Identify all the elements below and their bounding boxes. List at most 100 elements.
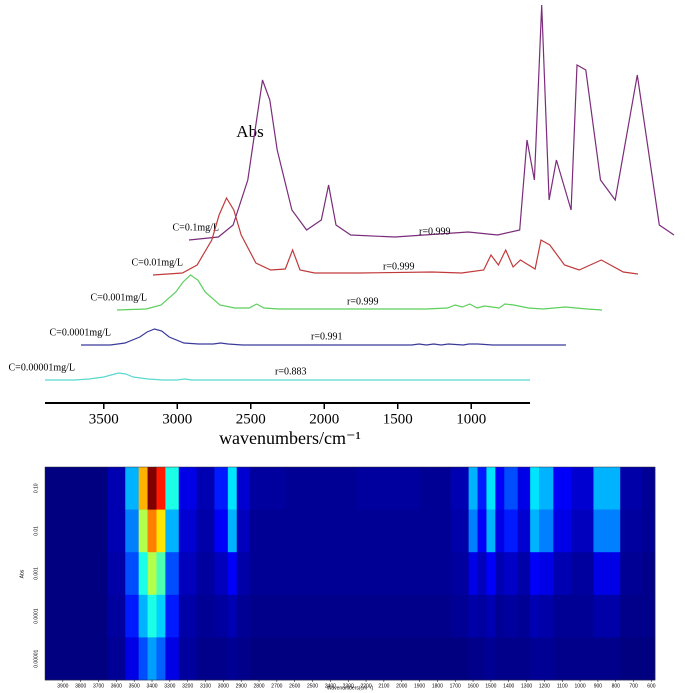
heatmap-cell xyxy=(530,509,540,553)
heatmap-cell xyxy=(80,467,108,510)
heatmap-cell xyxy=(571,552,594,596)
x-tick-label: 3000 xyxy=(218,683,229,689)
spectrum-line xyxy=(188,4,675,241)
heatmap-cell xyxy=(45,552,81,596)
heatmap-cell xyxy=(227,637,238,681)
heatmap-cell xyxy=(620,467,643,510)
heatmap-cell xyxy=(125,637,139,681)
heatmap-cell xyxy=(156,552,166,596)
heatmap-cell xyxy=(553,509,572,553)
heatmap-cell xyxy=(80,594,108,638)
heatmap-cell xyxy=(156,637,166,681)
heatmap-cell xyxy=(45,637,81,681)
heatmap-cell xyxy=(477,552,487,596)
heatmap-cell xyxy=(285,509,358,553)
heatmap-cell xyxy=(517,637,531,681)
r-annotation: r=0.999 xyxy=(347,296,378,307)
heatmap-cell xyxy=(517,552,531,596)
heatmap-cell xyxy=(450,509,469,553)
heatmap-cell xyxy=(45,509,81,553)
heatmap-cell xyxy=(642,637,656,681)
heatmap-cell xyxy=(236,594,251,638)
heatmap-cell xyxy=(214,467,229,510)
r-annotation: r=0.883 xyxy=(275,366,306,377)
heatmap-cell xyxy=(138,552,148,596)
y-tick-label: 0.00001 xyxy=(33,649,39,667)
x-tick-label: 1900 xyxy=(414,683,425,689)
x-tick-label: 1500 xyxy=(485,683,496,689)
heatmap-cell xyxy=(539,552,554,596)
heatmap-cell xyxy=(125,594,139,638)
heatmap-cell xyxy=(530,552,540,596)
x-tick-label: 2900 xyxy=(236,683,247,689)
x-tick-label: 2800 xyxy=(253,683,264,689)
heatmap-cell xyxy=(147,637,157,681)
heatmap-cell xyxy=(486,509,496,553)
y-tick-label: 0.001 xyxy=(33,567,39,580)
heatmap-cell xyxy=(236,637,251,681)
heatmap-cell xyxy=(147,467,157,510)
heatmap-cell xyxy=(419,594,452,638)
heatmap-x-label: Wavenumbers(cm⁻¹) xyxy=(327,685,374,691)
heatmap-cell xyxy=(178,509,197,553)
heatmap-cell xyxy=(553,552,572,596)
x-tick-label: 3500 xyxy=(89,411,119,427)
heatmap-cell xyxy=(214,637,229,681)
heatmap-cell xyxy=(517,467,531,510)
heatmap-cell xyxy=(214,594,229,638)
x-tick-label: 2000 xyxy=(309,411,339,427)
heatmap-cell xyxy=(593,637,621,681)
heatmap-cell xyxy=(553,467,572,510)
heatmap-cell xyxy=(147,594,157,638)
x-tick-label: 800 xyxy=(612,683,621,689)
x-tick-label: 1000 xyxy=(456,411,486,427)
heatmap-cell xyxy=(250,467,287,510)
x-tick-label: 2300 xyxy=(343,683,354,689)
heatmap-cell xyxy=(620,509,643,553)
heatmap-cell xyxy=(468,467,478,510)
heatmap-cell xyxy=(571,467,594,510)
heatmap-cell xyxy=(45,594,81,638)
x-tick-label: 2000 xyxy=(396,683,407,689)
heatmap-cell xyxy=(138,594,148,638)
heatmap-cell xyxy=(504,509,518,553)
heatmap-cell xyxy=(553,594,572,638)
heatmap-cell xyxy=(517,594,531,638)
x-tick-label: 1600 xyxy=(468,683,479,689)
heatmap-cell xyxy=(227,467,238,510)
heatmap-cell xyxy=(125,509,139,553)
heatmap-cell xyxy=(357,594,420,638)
heatmap-cell xyxy=(530,594,540,638)
heatmap-cell xyxy=(642,467,656,510)
x-tick-label: 1000 xyxy=(575,683,586,689)
heatmap-cell xyxy=(196,637,215,681)
spectrum-line xyxy=(116,274,603,311)
heatmap-cell xyxy=(357,637,420,681)
heatmap-cell xyxy=(530,467,540,510)
legend-label: C=0.001mg/L xyxy=(91,292,147,303)
spectrum-line xyxy=(45,372,530,381)
heatmap-cell xyxy=(620,594,643,638)
x-tick-label: 2200 xyxy=(360,683,371,689)
heatmap-cell xyxy=(107,594,126,638)
heatmap-cell xyxy=(285,594,358,638)
heatmap-cell xyxy=(227,552,238,596)
legend-label: C=0.01mg/L xyxy=(132,257,183,268)
heatmap-cell xyxy=(486,594,496,638)
heatmap-cell xyxy=(553,637,572,681)
r-annotation: r=0.991 xyxy=(311,331,342,342)
heatmap-cell xyxy=(468,552,478,596)
heatmap-cell xyxy=(571,509,594,553)
heatmap-cell xyxy=(620,552,643,596)
x-tick-label: 2100 xyxy=(378,683,389,689)
x-tick-label: 3500 xyxy=(129,683,140,689)
heatmap-cell xyxy=(250,509,287,553)
heatmap-cell xyxy=(450,467,469,510)
heatmap-cell xyxy=(165,637,180,681)
x-tick-label: 1100 xyxy=(557,683,568,689)
heatmap-cell xyxy=(620,637,643,681)
heatmap-cell xyxy=(196,509,215,553)
x-tick-label: 3700 xyxy=(93,683,104,689)
heatmap-cell xyxy=(468,509,478,553)
heatmap-cell xyxy=(477,594,487,638)
